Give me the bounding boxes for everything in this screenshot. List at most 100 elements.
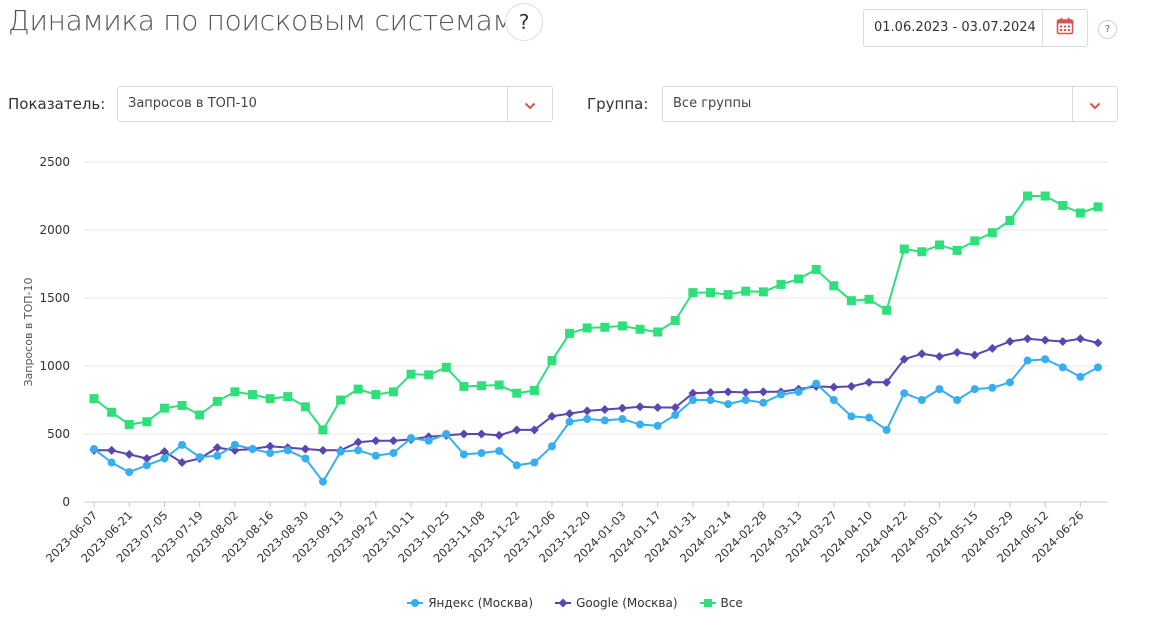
data-point-yandex (653, 421, 662, 430)
data-point-all (741, 286, 751, 296)
legend-item-yandex[interactable]: Яндекс (Москва) (407, 596, 533, 610)
data-point-yandex (125, 468, 134, 477)
legend-label-yandex: Яндекс (Москва) (428, 596, 534, 610)
data-point-all (318, 425, 328, 435)
data-point-yandex (495, 447, 504, 455)
data-point-all (371, 390, 381, 400)
data-point-yandex (530, 458, 539, 467)
data-point-google (371, 436, 381, 446)
data-point-yandex (759, 398, 768, 407)
data-point-all (705, 288, 715, 298)
data-point-yandex (812, 379, 821, 388)
data-point-yandex (142, 461, 151, 470)
data-point-all (758, 287, 768, 297)
date-help-button[interactable]: ? (1098, 20, 1117, 39)
data-point-google (459, 429, 469, 439)
data-point-yandex (583, 415, 592, 424)
date-range-picker[interactable]: 01.06.2023 - 03.07.2024 (863, 9, 1088, 47)
data-point-google (107, 445, 117, 455)
data-point-yandex (424, 436, 433, 445)
data-point-yandex (512, 461, 521, 470)
data-point-google (952, 347, 962, 357)
legend-label-all: Все (720, 596, 743, 610)
legend-label-google: Google (Москва) (576, 596, 678, 610)
data-point-all (494, 380, 504, 390)
data-point-yandex (671, 410, 680, 419)
data-point-google (670, 402, 680, 412)
series-line-google (94, 337, 1099, 464)
chevron-down-icon (524, 95, 536, 114)
data-point-all (177, 400, 187, 410)
data-point-yandex (565, 417, 574, 426)
data-point-all (124, 419, 134, 429)
data-point-all (688, 288, 698, 298)
data-point-yandex (1041, 355, 1050, 364)
data-point-all (142, 417, 152, 427)
data-point-google (899, 354, 909, 364)
chevron-down-icon (1089, 95, 1101, 114)
data-point-yandex (547, 442, 556, 451)
data-point-yandex (829, 396, 838, 404)
data-point-all (424, 370, 434, 380)
data-point-all (1058, 201, 1068, 211)
data-point-google (1040, 335, 1050, 345)
data-point-google (705, 388, 715, 398)
data-point-all (1040, 191, 1050, 201)
data-point-all (635, 324, 645, 334)
data-point-yandex (477, 449, 486, 458)
data-point-all (406, 369, 416, 379)
data-point-all (653, 327, 663, 337)
data-point-all (529, 385, 539, 395)
legend-item-google[interactable]: Google (Москва) (555, 596, 678, 610)
data-point-google (142, 453, 152, 463)
page-title: Динамика по поисковым системам (8, 4, 514, 37)
series-line-all (93, 195, 1099, 431)
data-point-yandex (847, 412, 856, 421)
data-point-google (653, 402, 663, 412)
data-point-all (952, 245, 962, 255)
data-point-all (283, 392, 293, 402)
data-point-google (600, 405, 610, 415)
legend-item-all[interactable]: Все (699, 596, 743, 610)
data-point-all (459, 381, 469, 391)
metric-select-toggle[interactable] (507, 87, 552, 121)
data-point-all (829, 281, 839, 291)
group-select[interactable]: Все группы (662, 86, 1118, 122)
data-point-google (758, 387, 768, 397)
data-point-yandex (1076, 372, 1085, 381)
data-point-yandex (459, 450, 468, 459)
y-tick-label: 500 (47, 427, 70, 441)
data-point-google (688, 388, 698, 398)
data-point-yandex (389, 449, 398, 458)
legend-marker-yandex (407, 599, 424, 607)
data-point-yandex (688, 396, 697, 404)
calendar-icon (1056, 17, 1074, 39)
help-button[interactable]: ? (505, 3, 543, 41)
group-select-toggle[interactable] (1072, 87, 1117, 121)
data-point-all (89, 394, 99, 404)
data-point-yandex (600, 416, 609, 425)
data-point-google (512, 425, 522, 435)
chart-legend: Яндекс (Москва) Google (Москва) Все (0, 593, 1150, 613)
data-point-yandex (900, 389, 909, 398)
calendar-button[interactable] (1042, 10, 1087, 46)
data-point-yandex (90, 444, 98, 453)
data-point-yandex (1058, 363, 1067, 372)
data-point-yandex (935, 385, 944, 394)
data-point-google (1005, 337, 1015, 347)
data-point-yandex (865, 413, 874, 422)
data-point-yandex (776, 390, 785, 399)
data-point-google (741, 388, 751, 398)
data-point-google (265, 441, 275, 451)
data-point-google (565, 409, 575, 419)
data-point-all (882, 305, 892, 315)
data-point-google (917, 349, 927, 359)
data-point-yandex (266, 449, 275, 458)
data-point-yandex (107, 458, 116, 467)
data-point-all (670, 315, 680, 325)
data-point-all (565, 328, 575, 338)
data-point-all (776, 279, 786, 289)
data-point-all (811, 264, 821, 274)
data-point-all (846, 296, 856, 306)
metric-select[interactable]: Запросов в ТОП-10 (117, 86, 553, 122)
